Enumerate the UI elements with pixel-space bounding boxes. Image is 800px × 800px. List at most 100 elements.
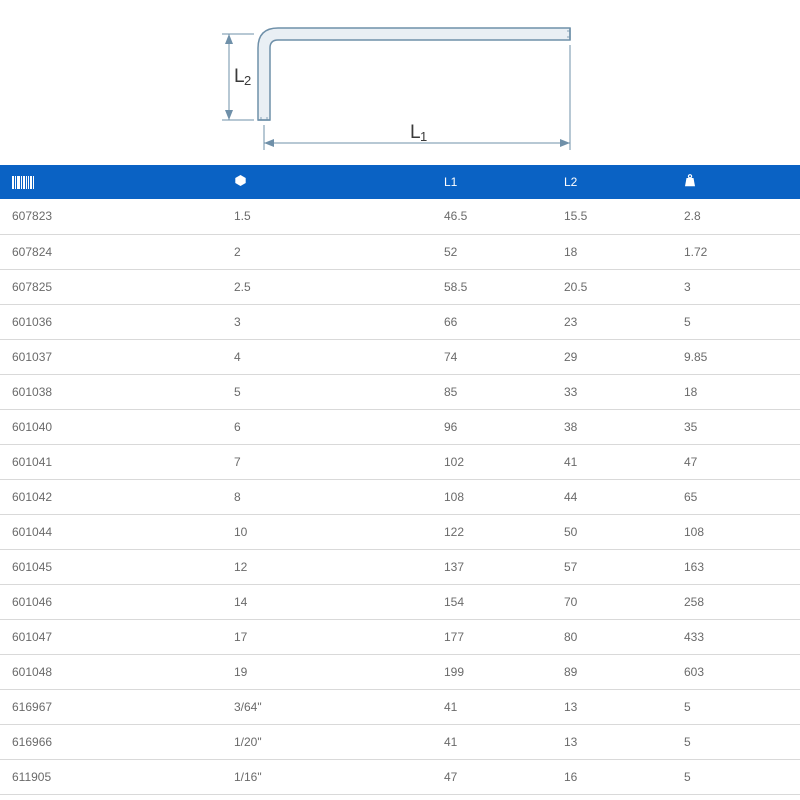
cell-weight: 433 (680, 619, 800, 654)
table-row: 6010441012250108 (0, 514, 800, 549)
hex-icon (234, 174, 247, 190)
cell-size: 12 (230, 549, 440, 584)
cell-code: 601047 (0, 619, 230, 654)
cell-code: 601036 (0, 304, 230, 339)
table-header-row: L1 L2 (0, 165, 800, 199)
cell-weight: 3 (680, 269, 800, 304)
cell-code: 607823 (0, 199, 230, 234)
cell-code: 607825 (0, 269, 230, 304)
cell-l1: 122 (440, 514, 560, 549)
cell-l2: 38 (560, 409, 680, 444)
cell-l1: 58.5 (440, 269, 560, 304)
cell-weight: 35 (680, 409, 800, 444)
table-row: 60104281084465 (0, 479, 800, 514)
cell-l2: 50 (560, 514, 680, 549)
table-row: 601037474299.85 (0, 339, 800, 374)
cell-l2: 33 (560, 374, 680, 409)
spec-table: L1 L2 6078231.546.515.52.8607824252181.7… (0, 165, 800, 795)
col-header-code (0, 165, 230, 199)
diagram-svg: L 1 L 2 (210, 10, 590, 162)
cell-code: 601040 (0, 409, 230, 444)
cell-weight: 5 (680, 304, 800, 339)
cell-weight: 65 (680, 479, 800, 514)
cell-l2: 44 (560, 479, 680, 514)
table-row: 60104171024147 (0, 444, 800, 479)
cell-size: 2.5 (230, 269, 440, 304)
cell-code: 616966 (0, 724, 230, 759)
cell-l1: 41 (440, 724, 560, 759)
cell-code: 601045 (0, 549, 230, 584)
table-row: 607824252181.72 (0, 234, 800, 269)
cell-l2: 57 (560, 549, 680, 584)
cell-size: 3 (230, 304, 440, 339)
cell-size: 7 (230, 444, 440, 479)
table-body: 6078231.546.515.52.8607824252181.7260782… (0, 199, 800, 794)
table-row: 6010461415470258 (0, 584, 800, 619)
cell-size: 10 (230, 514, 440, 549)
cell-size: 4 (230, 339, 440, 374)
dimension-diagram: L 1 L 2 (0, 0, 800, 165)
cell-l1: 96 (440, 409, 560, 444)
cell-weight: 1.72 (680, 234, 800, 269)
table-row: 6169673/64"41135 (0, 689, 800, 724)
cell-l1: 46.5 (440, 199, 560, 234)
cell-weight: 47 (680, 444, 800, 479)
cell-size: 5 (230, 374, 440, 409)
cell-size: 3/64" (230, 689, 440, 724)
cell-code: 601037 (0, 339, 230, 374)
cell-code: 607824 (0, 234, 230, 269)
table-row: 6010451213757163 (0, 549, 800, 584)
l1-label: L (410, 122, 421, 143)
cell-l1: 52 (440, 234, 560, 269)
cell-l2: 18 (560, 234, 680, 269)
cell-weight: 603 (680, 654, 800, 689)
cell-l1: 66 (440, 304, 560, 339)
svg-text:2: 2 (244, 73, 251, 88)
cell-l2: 20.5 (560, 269, 680, 304)
cell-l2: 29 (560, 339, 680, 374)
cell-l1: 154 (440, 584, 560, 619)
cell-code: 616967 (0, 689, 230, 724)
cell-weight: 5 (680, 724, 800, 759)
cell-code: 601038 (0, 374, 230, 409)
svg-text:1: 1 (420, 129, 427, 144)
cell-l2: 15.5 (560, 199, 680, 234)
cell-l1: 137 (440, 549, 560, 584)
cell-weight: 108 (680, 514, 800, 549)
cell-size: 2 (230, 234, 440, 269)
cell-weight: 9.85 (680, 339, 800, 374)
cell-l1: 177 (440, 619, 560, 654)
cell-size: 1.5 (230, 199, 440, 234)
barcode-icon (12, 175, 35, 189)
cell-l1: 108 (440, 479, 560, 514)
weight-icon (684, 174, 696, 190)
hexkey-shape (258, 28, 570, 120)
cell-l1: 199 (440, 654, 560, 689)
cell-weight: 5 (680, 689, 800, 724)
col-header-weight (680, 165, 800, 199)
cell-size: 19 (230, 654, 440, 689)
cell-size: 6 (230, 409, 440, 444)
table-row: 6010406963835 (0, 409, 800, 444)
cell-l1: 74 (440, 339, 560, 374)
cell-l1: 102 (440, 444, 560, 479)
cell-weight: 18 (680, 374, 800, 409)
l2-label: L (234, 66, 245, 87)
cell-code: 601048 (0, 654, 230, 689)
cell-l1: 47 (440, 759, 560, 794)
table-row: 6010481919989603 (0, 654, 800, 689)
cell-weight: 2.8 (680, 199, 800, 234)
cell-size: 1/20" (230, 724, 440, 759)
table-row: 6010385853318 (0, 374, 800, 409)
cell-l2: 13 (560, 689, 680, 724)
cell-l2: 16 (560, 759, 680, 794)
cell-l2: 41 (560, 444, 680, 479)
cell-l2: 13 (560, 724, 680, 759)
cell-weight: 5 (680, 759, 800, 794)
cell-size: 1/16" (230, 759, 440, 794)
table-row: 6119051/16"47165 (0, 759, 800, 794)
cell-size: 14 (230, 584, 440, 619)
cell-l2: 23 (560, 304, 680, 339)
cell-l1: 41 (440, 689, 560, 724)
cell-code: 601046 (0, 584, 230, 619)
